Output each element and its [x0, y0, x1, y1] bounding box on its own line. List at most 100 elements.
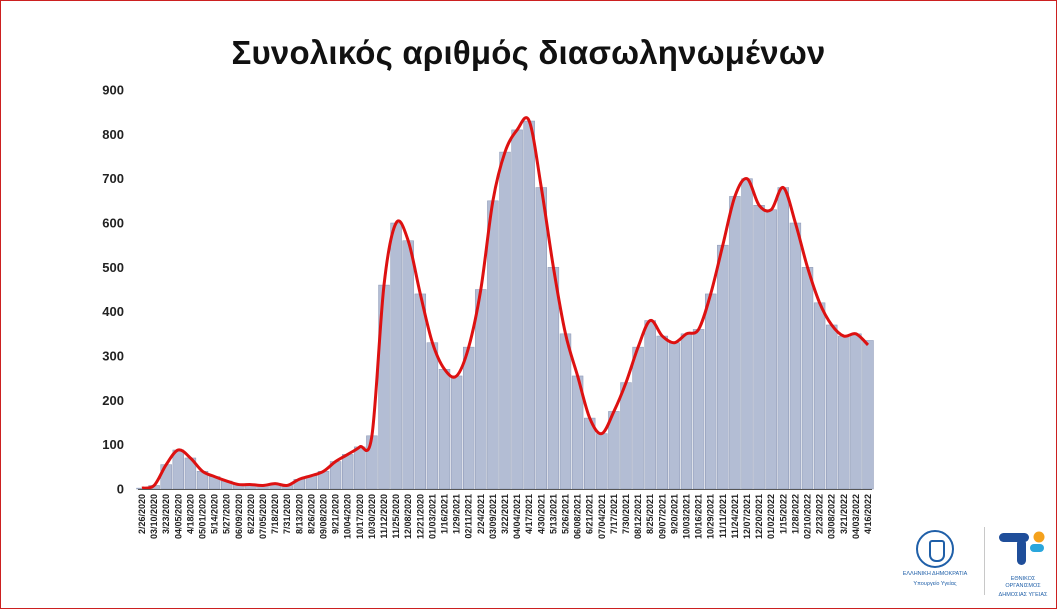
bar [596, 433, 608, 490]
hellenic-republic-caption-1: ΕΛΛΗΝΙΚΗ ΔΗΜΟΚΡΑΤΙΑ [902, 571, 968, 577]
x-tick-label: 7/18/2020 [270, 494, 280, 534]
y-tick-label: 400 [102, 304, 124, 319]
hellenic-republic-caption-2: Υπουργείο Υγείας [913, 581, 957, 587]
bar [438, 369, 451, 490]
x-tick-label: 6/21/2021 [585, 494, 595, 534]
x-tick-label: 02/11/2021 [464, 494, 474, 539]
x-tick-label: 03/10/2020 [149, 494, 159, 539]
bar [342, 454, 354, 490]
x-tick-label: 1/29/2021 [452, 494, 462, 534]
x-tick-label: 09/08/2020 [319, 494, 329, 539]
x-tick-label: 11/25/2020 [391, 494, 401, 539]
x-tick-label: 06/08/2021 [573, 494, 583, 539]
bar [729, 196, 741, 490]
eody-cross-icon [999, 531, 1045, 565]
x-tick-label: 01/03/2021 [427, 494, 437, 539]
x-tick-label: 5/26/2021 [561, 494, 571, 534]
x-tick-label: 05/01/2020 [198, 494, 208, 539]
x-tick-label: 12/07/2021 [742, 494, 752, 539]
y-tick-label: 0 [117, 482, 124, 497]
bar [499, 151, 511, 490]
bar [547, 267, 560, 490]
bar [644, 320, 656, 490]
bar [838, 335, 850, 490]
x-tick-label: 7/17/2021 [609, 494, 619, 534]
bar [765, 209, 777, 490]
bar [789, 222, 802, 490]
x-tick-label: 2/26/2020 [137, 494, 147, 534]
x-tick-label: 04/03/2022 [851, 494, 861, 539]
eody-caption-2: ΔΗΜΟΣΙΑΣ ΥΓΕΙΑΣ [998, 592, 1048, 598]
x-tick-label: 10/16/2021 [694, 494, 704, 539]
x-tick-label: 08/12/2021 [633, 494, 643, 539]
bar [450, 375, 463, 490]
logo-divider [984, 527, 985, 595]
x-tick-label: 8/25/2021 [645, 494, 655, 534]
bar [862, 340, 874, 490]
x-tick-label: 12/20/2021 [754, 494, 764, 539]
y-tick-label: 100 [102, 437, 124, 452]
bar [717, 244, 729, 490]
bar [402, 240, 414, 490]
x-tick-label: 3/22/2021 [500, 494, 510, 534]
y-tick-label: 300 [102, 349, 124, 364]
eody-caption-1: ΕΘΝΙΚΟΣ ΟΡΓΑΝΙΣΜΟΣ [1005, 576, 1041, 589]
bar [680, 333, 693, 490]
x-tick-label: 3/21/2022 [839, 494, 849, 534]
x-tick-label: 12/21/2020 [415, 494, 425, 539]
bar [850, 333, 862, 490]
x-tick-label: 4/18/2020 [185, 494, 195, 534]
line-series [141, 116, 870, 490]
x-tick-label: 10/04/2020 [343, 494, 353, 539]
y-tick-label: 700 [102, 171, 124, 186]
x-tick-label: 7/31/2020 [282, 494, 292, 534]
bar [705, 293, 717, 490]
y-tick-label: 200 [102, 393, 124, 408]
x-tick-label: 7/30/2021 [621, 494, 631, 534]
x-tick-label: 3/23/2020 [161, 494, 171, 534]
x-tick-label: 09/07/2021 [657, 494, 667, 539]
bar [390, 222, 402, 490]
x-tick-label: 02/10/2022 [803, 494, 813, 539]
x-tick-label: 07/05/2020 [258, 494, 268, 539]
eody-logo: ΕΘΝΙΚΟΣ ΟΡΓΑΝΙΣΜΟΣ ΔΗΜΟΣΙΑΣ ΥΓΕΙΑΣ [993, 527, 1053, 599]
x-tick-label: 8/13/2020 [294, 494, 304, 534]
x-tick-label: 5/27/2020 [222, 494, 232, 534]
x-tick-label: 1/28/2022 [790, 494, 800, 534]
bar [753, 205, 765, 490]
hellenic-republic-logo: ΕΛΛΗΝΙΚΗ ΔΗΜΟΚΡΑΤΙΑ Υπουργείο Υγείας [896, 530, 974, 588]
x-tick-label: 10/29/2021 [706, 494, 716, 539]
bar [511, 129, 523, 490]
x-tick-label: 12/08/2020 [403, 494, 413, 539]
bar [620, 382, 632, 490]
bar [426, 342, 439, 490]
bar [656, 335, 668, 490]
x-tick-label: 2/23/2022 [815, 494, 825, 534]
bar [559, 333, 572, 490]
x-tick-label: 8/26/2020 [306, 494, 316, 534]
y-tick-label: 500 [102, 260, 124, 275]
x-tick-label: 5/13/2021 [548, 494, 558, 534]
bar [414, 293, 426, 490]
bar [668, 342, 681, 490]
x-tick-label: 11/11/2021 [718, 494, 728, 538]
y-tick-label: 900 [102, 83, 124, 98]
x-tick-label: 10/17/2020 [355, 494, 365, 539]
x-tick-label: 06/09/2020 [234, 494, 244, 539]
bar [692, 329, 705, 490]
hellenic-republic-seal-icon [916, 530, 954, 568]
x-tick-label: 04/05/2020 [173, 494, 183, 539]
bar [777, 187, 789, 490]
bar [523, 120, 535, 490]
x-tick-label: 07/04/2021 [597, 494, 607, 539]
x-tick-label: 10/03/2021 [682, 494, 692, 539]
x-tick-label: 5/14/2020 [210, 494, 220, 534]
bar [741, 178, 753, 490]
x-tick-label: 4/17/2021 [524, 494, 534, 534]
x-tick-label: 2/24/2021 [476, 494, 486, 534]
x-tick-label: 9/21/2020 [331, 494, 341, 534]
x-tick-label: 01/02/2022 [766, 494, 776, 539]
bar [172, 449, 185, 490]
bar [813, 302, 826, 490]
